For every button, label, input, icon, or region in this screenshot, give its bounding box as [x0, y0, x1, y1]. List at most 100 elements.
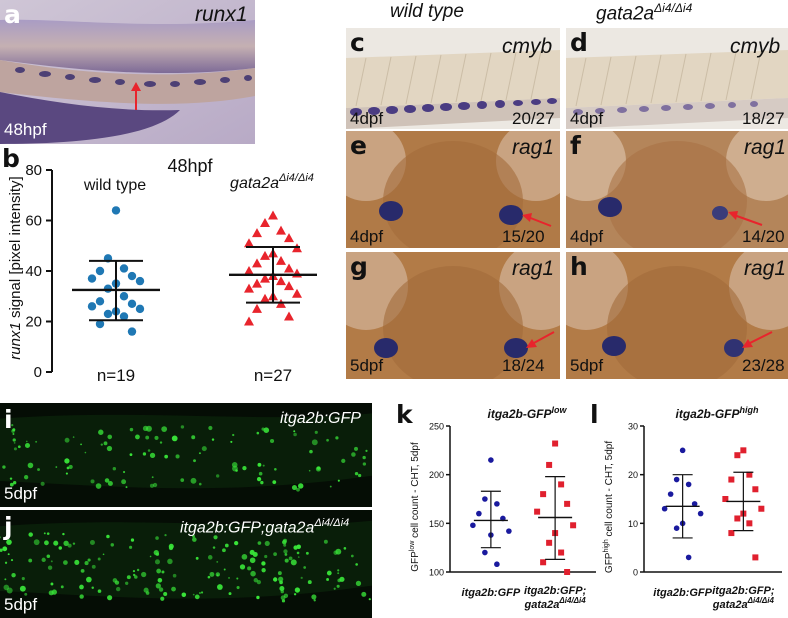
panel-i-stage-label: 5dpf	[4, 484, 38, 503]
panel-j-stage-label: 5dpf	[4, 595, 38, 614]
gfp-cell	[164, 533, 167, 537]
gfp-cell	[293, 432, 297, 437]
gfp-cell	[64, 458, 70, 464]
gfp-cell	[303, 566, 306, 569]
gfp-cell	[12, 438, 16, 442]
gfp-cell	[208, 425, 213, 431]
panel-l-title-main: itga2b-GFP	[675, 407, 740, 421]
gfp-cell	[125, 486, 128, 489]
gfp-cell	[277, 571, 282, 576]
gfp-cell	[263, 427, 270, 434]
gfp-cell	[250, 570, 256, 577]
panel-b-letter: b	[2, 144, 20, 173]
gfp-cell	[134, 575, 138, 579]
gfp-cell	[79, 584, 84, 590]
gfp-cell	[142, 425, 149, 432]
panel-l-xcat-1: itga2b:GFP;	[712, 585, 775, 597]
gfp-cell	[300, 576, 303, 579]
gfp-cell	[98, 429, 104, 435]
gfp-cell	[151, 476, 154, 479]
gfp-cell	[13, 447, 17, 451]
gfp-cell	[365, 449, 368, 452]
panel-b-point	[244, 316, 254, 326]
gfp-cell	[129, 427, 134, 432]
gfp-cell	[274, 467, 277, 471]
panel-b-point	[284, 263, 294, 273]
gfp-cell	[125, 581, 129, 585]
gfp-cell	[72, 436, 75, 438]
panel-b-ylabel-gene: runx1	[7, 322, 24, 360]
gfp-cell	[180, 478, 185, 483]
panel-b-point	[135, 304, 145, 314]
column-header-mutant-sup: Δi4/Δi4	[654, 1, 693, 15]
panel-g-embryo-drawing	[346, 252, 560, 379]
panel-b-point	[103, 309, 113, 319]
gfp-cell	[296, 487, 300, 492]
gfp-cell	[361, 591, 367, 597]
panel-k-point	[558, 481, 565, 488]
panel-e-embryo-drawing	[346, 131, 560, 248]
gfp-cell	[47, 565, 53, 570]
panel-k-point	[552, 440, 559, 447]
gfp-cell	[284, 553, 288, 556]
gfp-cell	[37, 468, 41, 471]
panel-b-point	[260, 273, 270, 283]
panel-b-title: 48hpf	[167, 156, 213, 176]
gfp-cell	[106, 445, 113, 452]
gfp-cell	[362, 462, 367, 466]
gfp-cell	[149, 452, 156, 459]
panel-b-ylabel-rest: signal [pixel intensity]	[7, 176, 24, 322]
panel-b-point	[244, 266, 254, 275]
panel-c-letter: c	[350, 28, 365, 57]
panel-k-xcat-1-sup: Δi4/Δi4	[558, 596, 586, 605]
panel-k-point	[558, 549, 565, 556]
gfp-cell	[281, 599, 286, 603]
panel-b-ytick-label: 20	[25, 314, 42, 331]
gfp-cell	[156, 568, 162, 574]
gfp-cell	[333, 587, 336, 590]
panel-b-point	[111, 206, 121, 215]
panel-g-ratio: 18/24	[502, 356, 545, 375]
gfp-cell	[87, 558, 91, 562]
panel-b-point	[260, 293, 270, 303]
gfp-cell	[161, 426, 168, 433]
gfp-cell	[339, 576, 345, 582]
gfp-cell	[23, 475, 29, 480]
panel-k-point	[564, 500, 571, 507]
panel-l-point	[667, 491, 674, 497]
gfp-cell	[216, 574, 219, 577]
gfp-cell	[163, 592, 168, 597]
panel-k-ylabel-main: GFP	[410, 551, 421, 572]
panel-k-point	[564, 569, 571, 575]
panel-l-point	[728, 476, 735, 483]
gfp-cell	[121, 479, 127, 485]
gfp-cell	[223, 568, 226, 571]
gfp-cell	[86, 576, 92, 583]
gfp-cell	[122, 470, 126, 474]
gfp-cell	[335, 548, 342, 555]
gfp-cell	[7, 553, 10, 556]
gfp-cell	[4, 578, 7, 581]
gfp-cell	[272, 577, 278, 582]
panel-g-gene-label: rag1	[512, 257, 555, 280]
gfp-cell	[253, 577, 258, 583]
gfp-cell	[283, 538, 288, 543]
panel-l-letter: l	[590, 400, 599, 429]
panel-l-ylabel-main: GFP	[604, 552, 615, 573]
gfp-cell	[171, 586, 176, 592]
panel-b-series-mutant	[229, 210, 317, 326]
panel-d-gene-label: cmyb	[730, 35, 781, 58]
panel-b-point	[284, 233, 294, 243]
gfp-cell	[337, 479, 340, 482]
gfp-cell	[198, 482, 202, 486]
panel-b-ylabel: runx1 signal [pixel intensity]	[7, 176, 24, 359]
panel-j-fluorescence	[0, 520, 372, 603]
panel-b-cat-mut-label: gata2aΔi4/Δi4	[230, 172, 314, 192]
panel-k-ylabel-sup: low	[409, 540, 416, 551]
gfp-cell	[28, 532, 33, 537]
gfp-cell	[262, 464, 265, 467]
gfp-cell	[368, 598, 371, 601]
gfp-cell	[198, 452, 201, 455]
gfp-cell	[17, 445, 21, 449]
